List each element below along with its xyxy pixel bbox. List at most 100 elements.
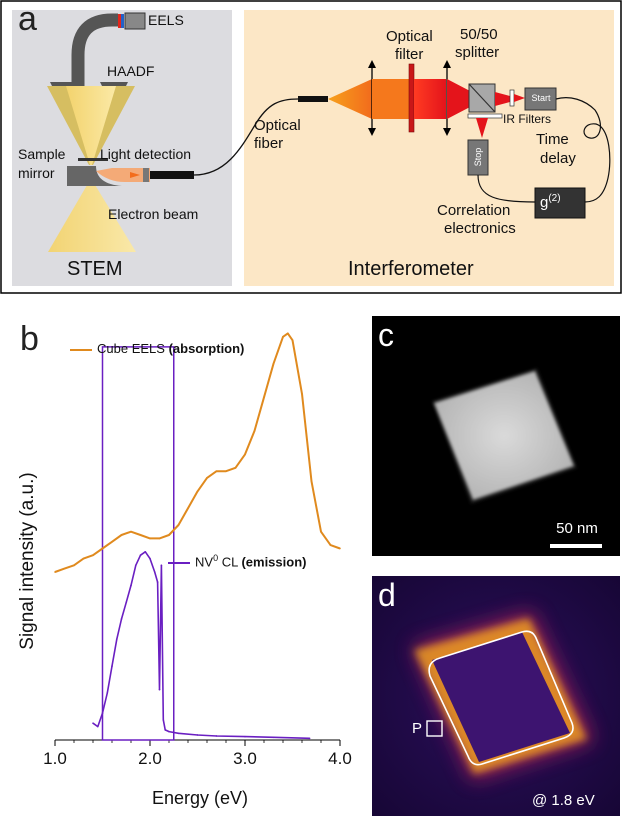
optical-fiber-label-line1: Optical <box>254 117 301 134</box>
sample <box>78 158 108 161</box>
series-0-point-19 <box>234 467 237 469</box>
panel-b-letter: b <box>20 320 39 358</box>
series-0-point-25 <box>286 332 289 335</box>
eels-detector <box>124 12 146 30</box>
panel-a-schematic <box>0 0 622 294</box>
panel-b: b 1.0 2.0 3.0 4.0 Signal intensity (a.u.) E… <box>0 300 365 816</box>
scalebar-label: 50 nm <box>556 520 598 537</box>
series-0-point-9 <box>139 534 142 536</box>
correlation-label-line2: electronics <box>444 220 516 237</box>
series-0-point-11 <box>158 537 161 540</box>
panel-a: a EELS HAADF Sample mirror Light detecti… <box>0 0 623 296</box>
series-0-point-3 <box>82 557 85 560</box>
eels-color-strip-1 <box>118 14 123 28</box>
series-1-point-19 <box>168 730 170 733</box>
optical-filter <box>408 63 415 133</box>
series-1-point-12 <box>149 557 151 560</box>
series-1-point-13 <box>153 571 156 573</box>
correlation-label-line1: Correlation <box>437 202 511 219</box>
stem-label: STEM <box>67 258 123 280</box>
sample-label: Sample <box>18 146 66 162</box>
time-delay-cable <box>555 97 611 203</box>
electron-beam-label: Electron beam <box>108 206 199 222</box>
series-0-point-14 <box>187 507 189 509</box>
filtered-beam-red <box>414 79 446 119</box>
time-delay-label-line2: delay <box>540 150 576 167</box>
splitter-label-line2: splitter <box>455 44 500 61</box>
legend-nv-name: NV <box>195 554 214 570</box>
optical-fiber-cable <box>193 98 299 176</box>
ir-filter-stop <box>467 113 503 119</box>
optical-fiber-label-line2: fiber <box>254 135 284 152</box>
series-0-point-15 <box>196 490 199 493</box>
highlight-window <box>101 346 175 741</box>
series-0-point-5 <box>101 547 104 550</box>
series-1-point-2 <box>101 712 104 714</box>
series-1-point-20 <box>177 732 180 735</box>
x-tick-label-0: 1.0 <box>43 749 67 768</box>
series-1-point-23 <box>244 735 246 738</box>
series-0-point-20 <box>244 453 246 456</box>
mirror <box>67 166 122 186</box>
ir-filters-label: IR Filters <box>503 112 551 126</box>
legend-eels: Cube EELS (absorption) <box>70 341 244 356</box>
interferometer-label: Interferometer <box>348 258 474 280</box>
eels-color-strip-2 <box>121 14 124 28</box>
x-axis-label: Energy (eV) <box>151 788 249 808</box>
series-1-point-18 <box>164 729 166 731</box>
series-0-point-22 <box>263 396 265 399</box>
series-1-point-5 <box>115 638 118 640</box>
panel-d: d P @ 1.8 eV <box>372 576 620 816</box>
stop-cable <box>477 174 536 203</box>
eels-spectrometer-arc <box>71 13 118 90</box>
interferometer-box <box>244 10 614 286</box>
legend-eels-swatch <box>70 348 92 351</box>
series-0-point-27 <box>301 393 303 395</box>
nanocube <box>434 371 574 500</box>
collector-coupler <box>143 168 149 182</box>
series-1-point-7 <box>125 601 128 604</box>
haadf-label: HAADF <box>107 63 155 79</box>
series-0-point-12 <box>168 534 170 536</box>
g2-label: g(2) <box>540 193 561 211</box>
legend-nv-sup: 0 <box>213 553 219 563</box>
x-tick-label-1: 2.0 <box>138 749 162 768</box>
series-0-point-1 <box>63 567 66 570</box>
series-1-point-3 <box>106 692 109 694</box>
lower-beam <box>48 180 136 252</box>
optical-filter-label-line2: filter <box>395 46 424 63</box>
series-0-point-18 <box>225 470 227 472</box>
series-0-point-6 <box>111 540 113 543</box>
light-arrow <box>130 172 140 178</box>
converging-beam <box>447 79 470 119</box>
series-0-point-17 <box>215 470 218 472</box>
series-0-point-24 <box>282 336 284 338</box>
panel-c: c 50 nm <box>372 316 620 556</box>
correlator-box <box>534 187 586 219</box>
series-0-point-29 <box>320 530 322 533</box>
g2-letter: g <box>540 194 549 211</box>
haadf-image <box>432 368 602 548</box>
series-0-point-26 <box>291 339 294 341</box>
series-0-point-30 <box>329 544 332 546</box>
y-axis-label: Signal intensity (a.u.) <box>17 472 38 650</box>
light-detection-label: Light detection <box>100 146 192 162</box>
series-0-point-0 <box>54 571 56 573</box>
collimated-beam-orange <box>372 79 410 119</box>
stop-label: Stop <box>473 147 483 167</box>
legend-nv: NV0 CL (emission) <box>168 553 306 569</box>
series-1-point-22 <box>215 735 218 737</box>
series-0-point-7 <box>120 534 123 536</box>
fiber-plug-stem <box>150 171 194 179</box>
point-p-label: P <box>412 720 423 737</box>
cl-map <box>372 576 620 816</box>
fiber-plug-interferometer <box>298 96 328 102</box>
series-0-point-13 <box>177 524 180 526</box>
mirror-label: mirror <box>18 165 55 181</box>
panel-c-letter: c <box>378 317 394 353</box>
series-line-0 <box>54 332 341 573</box>
series-0-point-2 <box>73 564 75 567</box>
series-1-point-14 <box>156 581 159 583</box>
g2-superscript: (2) <box>548 193 561 204</box>
x-tick-label-2: 3.0 <box>233 749 257 768</box>
